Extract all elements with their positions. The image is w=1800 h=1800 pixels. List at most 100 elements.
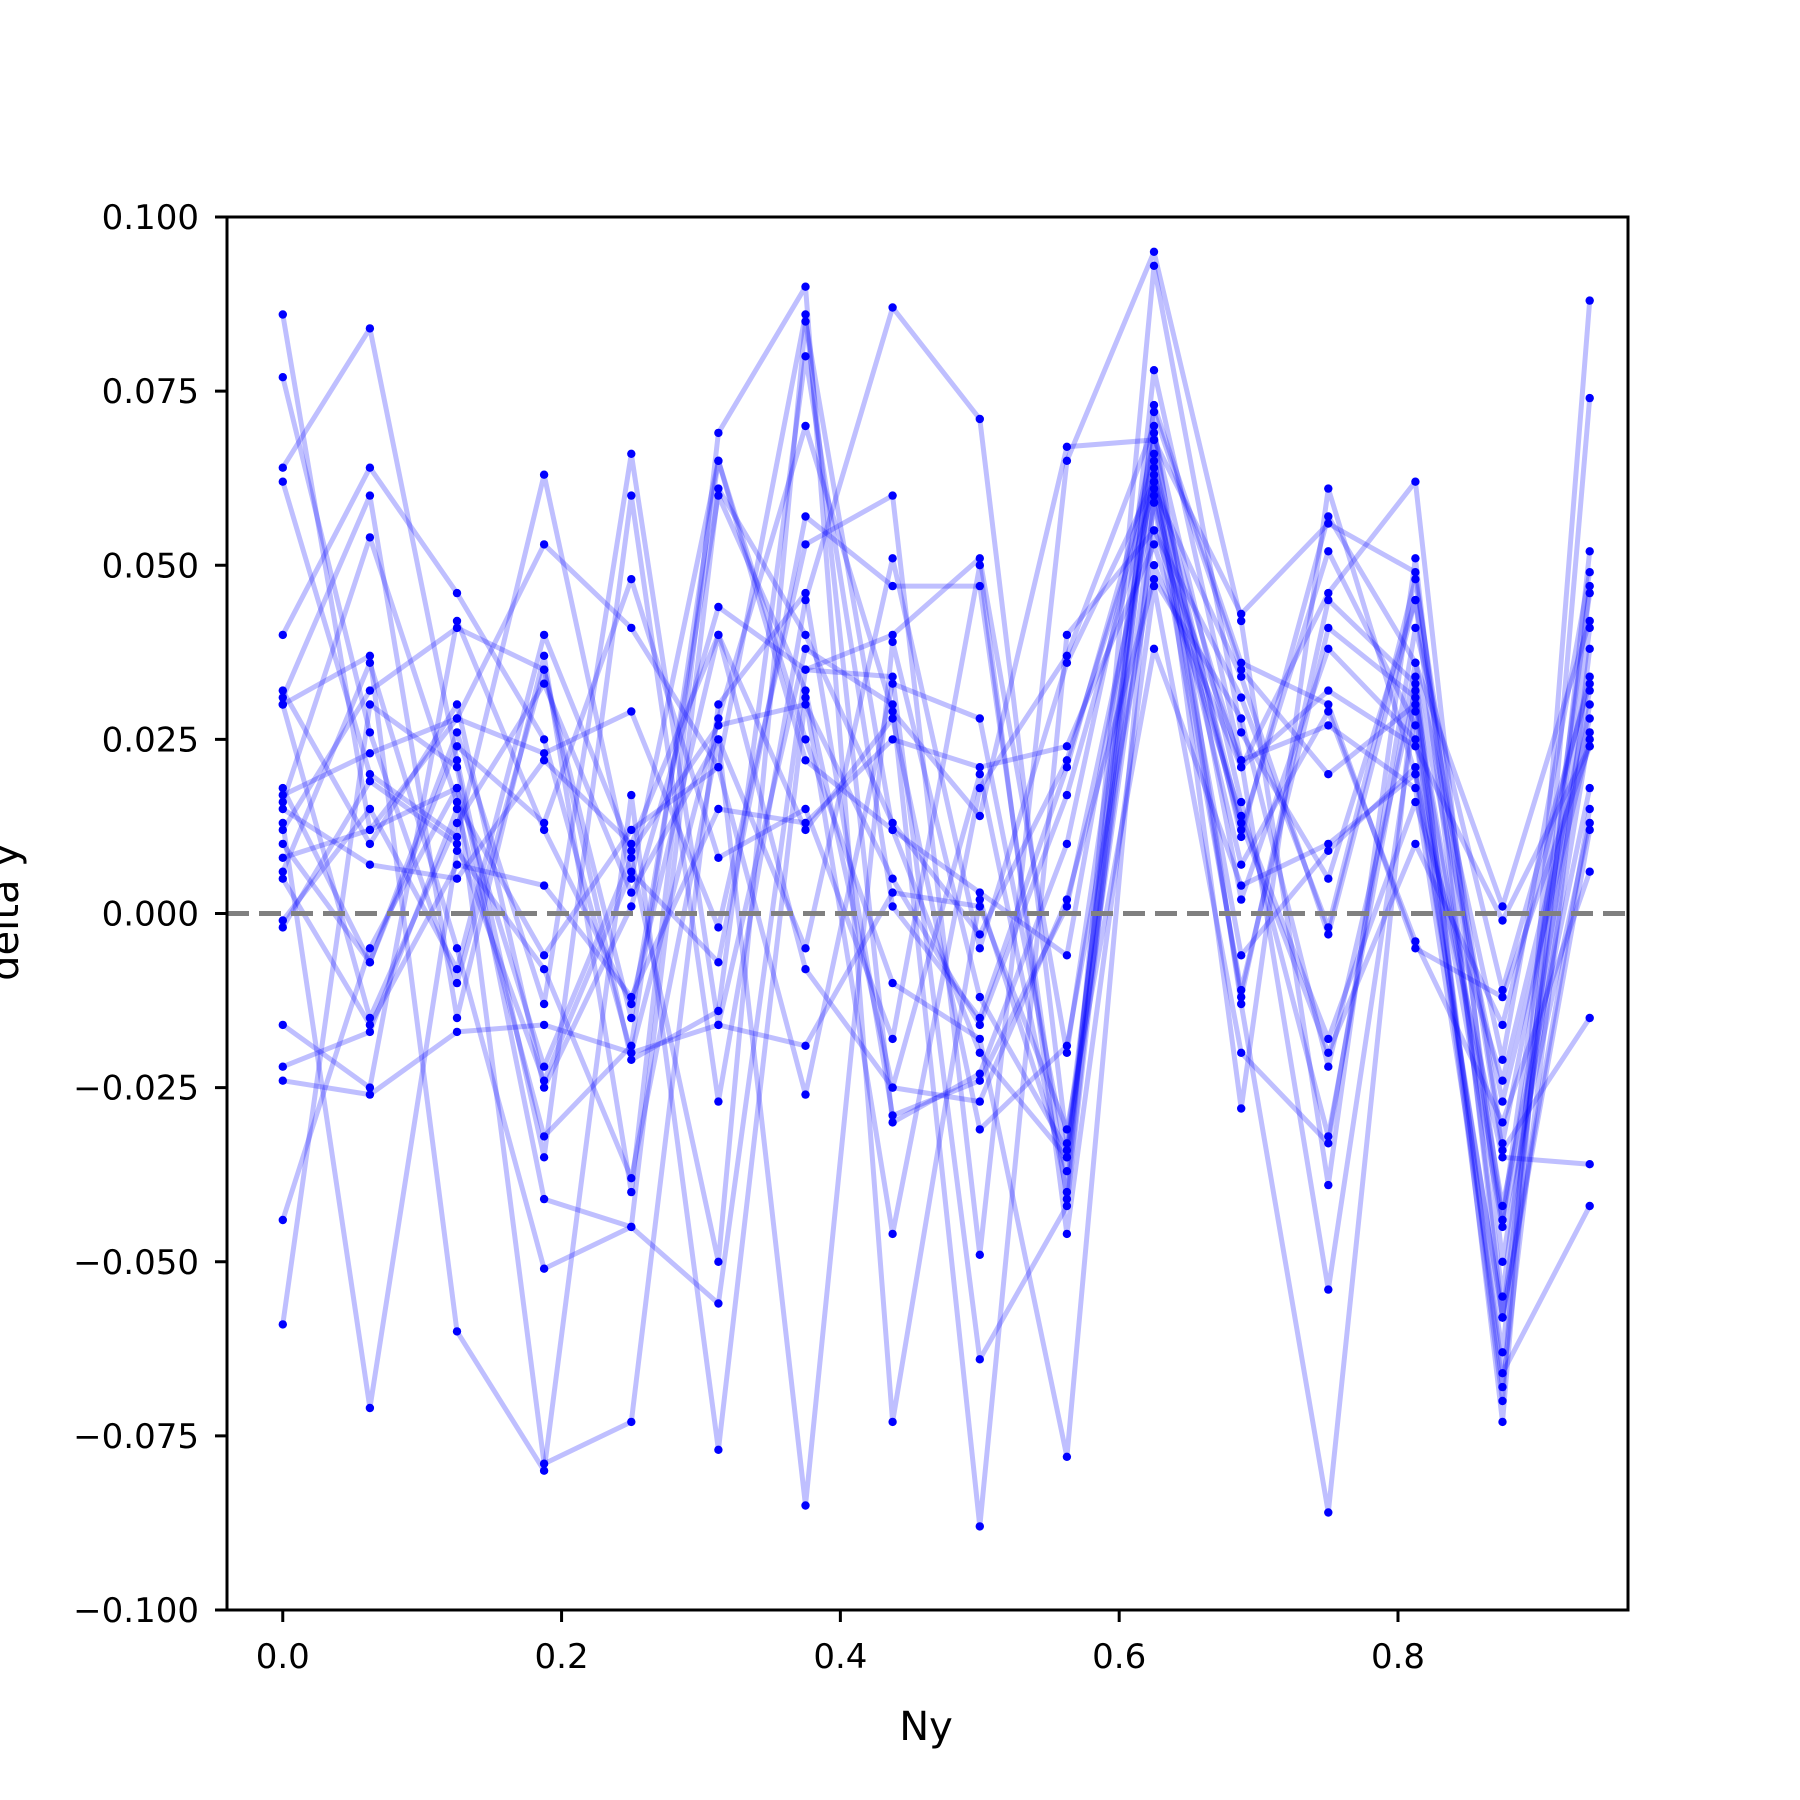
data-point [452, 763, 462, 772]
data-point [1324, 700, 1333, 709]
data-point [1411, 839, 1420, 849]
data-point [1411, 595, 1420, 605]
data-point [1062, 630, 1072, 640]
series-line-1 [280, 314, 1593, 1265]
data-point [452, 846, 462, 855]
data-point [1062, 442, 1072, 451]
series-line-5 [280, 423, 1593, 1223]
data-point [1062, 1048, 1072, 1058]
data-point [539, 665, 549, 674]
data-point [627, 999, 636, 1009]
data-point [714, 853, 723, 862]
data-point [627, 707, 636, 716]
data-point [278, 797, 287, 807]
data-point [452, 839, 462, 849]
data-point [1498, 1118, 1507, 1127]
data-point [365, 944, 375, 953]
data-point [1062, 1452, 1072, 1462]
data-point [627, 449, 636, 458]
data-point [627, 902, 636, 911]
data-point [278, 783, 287, 793]
data-point [1411, 686, 1420, 695]
data-point [714, 1006, 723, 1016]
data-point [452, 623, 462, 633]
data-point [539, 735, 549, 744]
data-point [278, 693, 287, 702]
data-point [888, 818, 897, 828]
data-point [627, 1041, 636, 1051]
data-point [1411, 770, 1420, 779]
data-point [539, 1020, 549, 1030]
data-point [801, 965, 810, 974]
data-point [1149, 449, 1159, 458]
data-point [278, 1076, 287, 1085]
data-point [539, 1062, 549, 1071]
data-point [975, 783, 984, 793]
data-point [1411, 763, 1420, 772]
series-line-26 [282, 249, 1593, 1320]
data-point [1585, 623, 1594, 633]
data-point [1324, 1180, 1333, 1190]
data-point [1149, 581, 1159, 591]
data-point [1149, 428, 1159, 438]
data-point [714, 763, 723, 772]
data-point [1149, 421, 1159, 431]
data-point [888, 888, 897, 897]
data-point [975, 581, 984, 591]
data-point [627, 888, 636, 897]
data-point [1149, 470, 1159, 479]
data-point [714, 700, 723, 709]
data-point [539, 999, 549, 1009]
data-point [452, 804, 462, 814]
data-point [539, 756, 549, 765]
data-point [1411, 700, 1420, 709]
data-point [1062, 742, 1072, 751]
data-point [888, 679, 897, 688]
data-point [452, 874, 462, 883]
data-point [278, 1062, 287, 1071]
series-line-11 [280, 500, 1593, 1209]
data-point [1062, 790, 1072, 800]
data-point [1411, 575, 1420, 584]
data-point [975, 1013, 984, 1023]
data-point [627, 825, 636, 835]
data-point [1237, 1104, 1246, 1113]
series-line-4 [280, 300, 1593, 1460]
data-point [452, 832, 462, 842]
data-point [627, 1055, 636, 1065]
data-point [1062, 951, 1072, 960]
data-point [801, 686, 810, 695]
data-point [975, 1522, 984, 1531]
data-point [1324, 644, 1333, 653]
data-point [1149, 463, 1159, 472]
data-point [1324, 484, 1333, 493]
series-line-12 [281, 562, 1592, 1132]
data-point [539, 1132, 549, 1141]
x-tick-label: 0.8 [1371, 1637, 1425, 1677]
data-point [801, 1501, 810, 1510]
data-point [627, 1417, 636, 1427]
y-tick-label: 0.075 [102, 372, 199, 412]
series-line-21 [282, 646, 1590, 1167]
data-point [1324, 1034, 1333, 1044]
data-point [1149, 247, 1159, 256]
series-line-13 [280, 353, 1593, 1063]
data-point [975, 1250, 984, 1260]
data-point [278, 923, 287, 932]
data-point [1411, 937, 1420, 946]
x-tick-label: 0.2 [535, 1637, 589, 1677]
data-point [365, 728, 375, 737]
data-point [1498, 1076, 1507, 1085]
data-point [801, 756, 810, 765]
data-point [975, 1355, 984, 1364]
data-point [1324, 1508, 1333, 1517]
data-point [1237, 881, 1246, 890]
data-point [627, 1048, 636, 1058]
data-point [1498, 1097, 1507, 1106]
data-point [801, 1041, 810, 1051]
data-point [1149, 561, 1159, 570]
data-point [365, 860, 375, 869]
data-point [714, 1097, 723, 1106]
data-point [975, 1125, 984, 1134]
data-point [1498, 1020, 1507, 1030]
